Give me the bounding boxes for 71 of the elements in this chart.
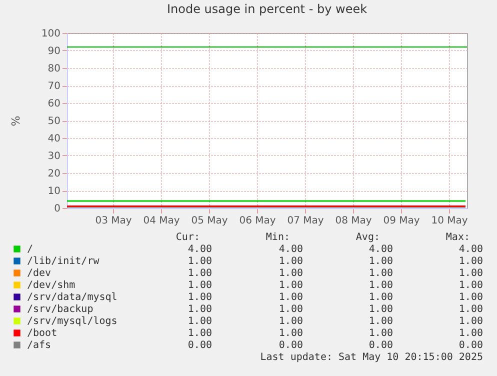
- legend-label: /dev/shm: [27, 280, 76, 291]
- y-tick-label: 70: [48, 81, 60, 92]
- text: Avg:: [356, 232, 380, 243]
- text: 1.00: [188, 328, 212, 339]
- text: 4.00: [458, 244, 483, 255]
- text: 1.00: [278, 304, 303, 315]
- text: 0.00: [278, 340, 303, 351]
- text: 1.00: [368, 280, 393, 291]
- text: 1.00: [188, 280, 212, 291]
- text: 1.00: [278, 268, 303, 279]
- text: 4.00: [368, 244, 393, 255]
- y-tick-label: 40: [48, 134, 60, 144]
- x-tick-label: 07 May: [287, 216, 324, 226]
- x-tick-label: 03 May: [95, 216, 132, 226]
- text: 1.00: [368, 316, 393, 327]
- y-tick-label: 80: [48, 64, 60, 74]
- text: 1.00: [458, 256, 483, 267]
- text: 4.00: [188, 244, 212, 255]
- legend-label: /lib/init/rw: [27, 256, 100, 267]
- text: 1.00: [278, 256, 303, 267]
- text: 1.00: [458, 280, 483, 291]
- text: 1.00: [188, 256, 212, 267]
- x-tick-label: 04 May: [143, 216, 180, 226]
- text: 4.00: [278, 244, 303, 255]
- text: 1.00: [188, 304, 212, 315]
- y-tick-label: 0: [54, 204, 60, 214]
- text: Last update: Sat May 10 20:15:00 2025: [260, 352, 483, 363]
- y-tick-label: 20: [48, 168, 60, 180]
- x-tick-label: 09 May: [383, 216, 420, 226]
- text: 1.00: [188, 268, 212, 279]
- text: 1.00: [458, 292, 483, 303]
- text: 1.00: [368, 268, 393, 279]
- x-tick-label: 06 May: [239, 216, 276, 226]
- legend-label: /boot: [27, 328, 58, 339]
- text: 0.00: [458, 340, 483, 351]
- text: 0.00: [368, 340, 393, 351]
- x-tick-label: 08 May: [335, 216, 372, 226]
- y-tick-label: 30: [48, 151, 60, 162]
- text: 0.00: [188, 340, 212, 351]
- legend-label: /: [27, 244, 34, 255]
- y-tick-label: 90: [48, 46, 60, 57]
- text: 1.00: [458, 268, 483, 279]
- text: 1.00: [278, 280, 303, 291]
- text: 1.00: [368, 328, 393, 339]
- legend-label: /srv/mysql/logs: [27, 316, 118, 327]
- text: Max:: [446, 232, 470, 243]
- text: Cur:: [176, 232, 200, 243]
- text: 1.00: [458, 304, 483, 315]
- text: 1.00: [368, 256, 393, 267]
- text: 1.00: [458, 316, 483, 327]
- text: 1.00: [188, 316, 212, 327]
- legend-label: /dev: [27, 268, 52, 279]
- text: 1.00: [458, 328, 483, 339]
- y-axis-title: %: [9, 116, 22, 126]
- y-tick-label: 10: [48, 186, 60, 197]
- text: 1.00: [368, 304, 393, 315]
- y-tick-label: 60: [48, 98, 60, 110]
- text: 1.00: [278, 292, 303, 303]
- x-tick-label: 05 May: [191, 216, 228, 226]
- y-tick-label: 50: [48, 116, 60, 127]
- y-tick-label: 100: [41, 28, 60, 40]
- text: 1.00: [278, 316, 303, 327]
- text: 1.00: [188, 292, 212, 303]
- text: 1.00: [368, 292, 393, 303]
- legend-label: /afs: [27, 340, 52, 351]
- x-tick-label: 10 May: [431, 216, 468, 226]
- chart-title: Inode usage in percent - by week: [166, 2, 368, 16]
- legend-label: /srv/data/mysql: [27, 292, 118, 303]
- legend-label: /srv/backup: [27, 304, 94, 315]
- text: 1.00: [278, 328, 303, 339]
- text: Min:: [266, 232, 290, 243]
